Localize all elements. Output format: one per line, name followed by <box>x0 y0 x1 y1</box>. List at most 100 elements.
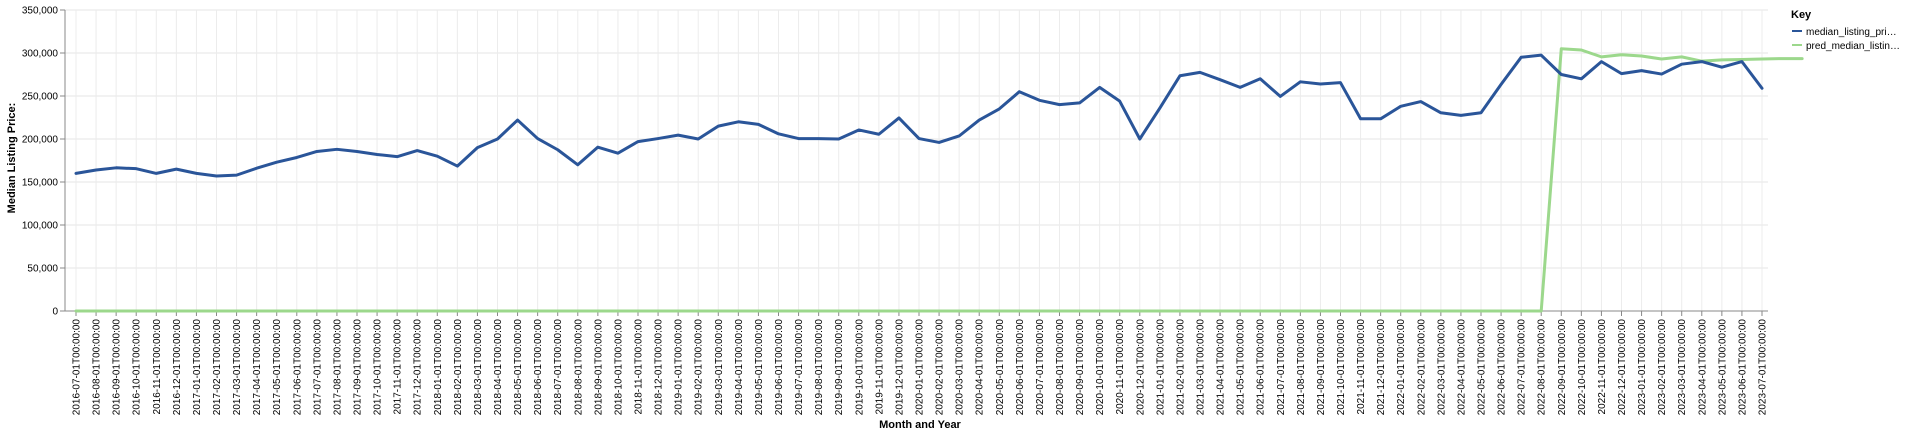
x-axis-title: Month and Year <box>879 419 961 431</box>
x-tick-label: 2022-04-01T00:00:00 <box>1456 319 1467 416</box>
x-tick-label: 2016-09-01T00:00:00 <box>112 319 123 416</box>
x-tick-label: 2020-03-01T00:00:00 <box>955 319 966 416</box>
series-lines <box>74 47 1804 313</box>
x-tick-label: 2022-10-01T00:00:00 <box>1577 319 1588 416</box>
x-tick-label: 2017-12-01T00:00:00 <box>413 319 424 416</box>
x-tick-label: 2021-12-01T00:00:00 <box>1376 319 1387 416</box>
x-tick-label: 2021-08-01T00:00:00 <box>1296 319 1307 416</box>
x-tick-label: 2022-03-01T00:00:00 <box>1436 319 1447 416</box>
x-tick-label: 2020-11-01T00:00:00 <box>1115 319 1126 415</box>
x-tick-label: 2022-09-01T00:00:00 <box>1557 319 1568 416</box>
y-tick-label: 50,000 <box>27 264 58 275</box>
x-tick-label: 2018-04-01T00:00:00 <box>493 319 504 416</box>
x-tick-label: 2018-05-01T00:00:00 <box>513 319 524 416</box>
x-tick-label: 2022-01-01T00:00:00 <box>1396 319 1407 416</box>
x-tick-label: 2018-07-01T00:00:00 <box>553 319 564 416</box>
x-tick-label: 2016-10-01T00:00:00 <box>132 319 143 416</box>
x-tick-label: 2021-04-01T00:00:00 <box>1216 319 1227 416</box>
x-tick-label: 2022-07-01T00:00:00 <box>1517 319 1528 416</box>
x-tick-label: 2017-01-01T00:00:00 <box>192 319 203 416</box>
x-tick-label: 2018-08-01T00:00:00 <box>573 319 584 416</box>
y-tick-label: 350,000 <box>22 6 59 17</box>
x-tick-label: 2017-06-01T00:00:00 <box>292 319 303 416</box>
x-tick-label: 2023-06-01T00:00:00 <box>1737 319 1748 416</box>
legend: Key median_listing_pri… pred_median_list… <box>1791 9 1900 52</box>
x-tick-label: 2017-10-01T00:00:00 <box>373 319 384 416</box>
x-tick-label: 2021-09-01T00:00:00 <box>1316 319 1327 416</box>
x-tick-label: 2017-04-01T00:00:00 <box>252 319 263 416</box>
x-tick-label: 2016-08-01T00:00:00 <box>92 319 103 416</box>
x-tick-label: 2018-11-01T00:00:00 <box>634 319 645 415</box>
x-tick-label: 2017-09-01T00:00:00 <box>353 319 364 416</box>
x-tick-label: 2020-09-01T00:00:00 <box>1075 319 1086 416</box>
legend-label-pred: pred_median_listin… <box>1806 41 1900 52</box>
x-tick-label: 2019-12-01T00:00:00 <box>894 319 905 416</box>
x-tick-label: 2021-05-01T00:00:00 <box>1236 319 1247 416</box>
y-tick-label: 200,000 <box>22 135 59 146</box>
x-tick-label: 2018-09-01T00:00:00 <box>593 319 604 416</box>
x-axis: 2016-07-01T00:00:00 2016-08-01T00:00:00 20… <box>65 310 1769 416</box>
x-tick-label: 2019-05-01T00:00:00 <box>754 319 765 416</box>
x-tick-label: 2017-11-01T00:00:00 <box>393 319 404 415</box>
x-tick-label: 2018-01-01T00:00:00 <box>433 319 444 416</box>
x-tick-label: 2020-07-01T00:00:00 <box>1035 319 1046 416</box>
x-tick-label: 2022-08-01T00:00:00 <box>1537 319 1548 416</box>
legend-label-median: median_listing_pri… <box>1806 27 1897 38</box>
y-tick-label: 300,000 <box>22 49 59 60</box>
series-line-median_listing_price <box>74 53 1764 178</box>
y-axis: 0 50,000 100,000 150,000 200,000 250,000 300,0… <box>22 6 66 318</box>
x-tick-label: 2021-01-01T00:00:00 <box>1155 319 1166 416</box>
x-tick-label: 2017-07-01T00:00:00 <box>312 319 323 416</box>
x-tick-label: 2021-10-01T00:00:00 <box>1336 319 1347 416</box>
x-tick-label: 2020-06-01T00:00:00 <box>1015 319 1026 416</box>
x-tick-label: 2020-08-01T00:00:00 <box>1055 319 1066 416</box>
x-tick-label: 2022-11-01T00:00:00 <box>1597 319 1608 415</box>
x-tick-label: 2018-06-01T00:00:00 <box>533 319 544 416</box>
x-tick-label: 2019-10-01T00:00:00 <box>854 319 865 416</box>
grid-lines <box>65 9 1768 312</box>
x-tick-label: 2023-04-01T00:00:00 <box>1697 319 1708 416</box>
x-tick-label: 2018-02-01T00:00:00 <box>453 319 464 416</box>
x-tick-label: 2023-02-01T00:00:00 <box>1657 319 1668 416</box>
y-tick-label: 150,000 <box>22 178 59 189</box>
x-tick-label: 2019-07-01T00:00:00 <box>794 319 805 416</box>
x-tick-label: 2020-05-01T00:00:00 <box>995 319 1006 416</box>
x-tick-label: 2020-01-01T00:00:00 <box>915 319 926 416</box>
x-tick-label: 2023-01-01T00:00:00 <box>1637 319 1648 416</box>
x-tick-label: 2022-02-01T00:00:00 <box>1416 319 1427 416</box>
x-tick-label: 2022-05-01T00:00:00 <box>1477 319 1488 416</box>
x-tick-label: 2020-04-01T00:00:00 <box>975 319 986 416</box>
x-tick-label: 2019-01-01T00:00:00 <box>674 319 685 416</box>
x-tick-label: 2016-11-01T00:00:00 <box>152 319 163 415</box>
x-tick-label: 2023-03-01T00:00:00 <box>1677 319 1688 416</box>
series-line-pred_median_listing_price <box>74 47 1804 313</box>
x-tick-label: 2019-09-01T00:00:00 <box>834 319 845 416</box>
x-tick-label: 2020-12-01T00:00:00 <box>1135 319 1146 416</box>
x-tick-label: 2018-03-01T00:00:00 <box>473 319 484 416</box>
x-tick-label: 2019-08-01T00:00:00 <box>814 319 825 416</box>
x-tick-label: 2019-03-01T00:00:00 <box>714 319 725 416</box>
x-tick-label: 2020-02-01T00:00:00 <box>935 319 946 416</box>
x-tick-label: 2021-11-01T00:00:00 <box>1356 319 1367 415</box>
x-tick-label: 2021-03-01T00:00:00 <box>1196 319 1207 416</box>
x-tick-label: 2019-11-01T00:00:00 <box>874 319 885 415</box>
y-tick-label: 0 <box>52 307 58 318</box>
x-tick-label: 2022-06-01T00:00:00 <box>1497 319 1508 416</box>
x-tick-label: 2021-02-01T00:00:00 <box>1175 319 1186 416</box>
y-axis-title: Median Listing Price: <box>6 103 18 214</box>
x-tick-label: 2017-08-01T00:00:00 <box>332 319 343 416</box>
y-tick-label: 100,000 <box>22 221 59 232</box>
x-tick-label: 2022-12-01T00:00:00 <box>1617 319 1628 416</box>
x-tick-label: 2017-05-01T00:00:00 <box>272 319 283 416</box>
x-tick-label: 2017-03-01T00:00:00 <box>232 319 243 416</box>
x-tick-label: 2019-02-01T00:00:00 <box>694 319 705 416</box>
x-tick-label: 2021-07-01T00:00:00 <box>1276 319 1287 416</box>
y-tick-label: 250,000 <box>22 92 59 103</box>
x-tick-label: 2017-02-01T00:00:00 <box>212 319 223 416</box>
x-tick-label: 2016-12-01T00:00:00 <box>172 319 183 416</box>
x-tick-label: 2023-07-01T00:00:00 <box>1758 319 1769 416</box>
x-tick-label: 2016-07-01T00:00:00 <box>72 319 83 416</box>
x-tick-label: 2019-04-01T00:00:00 <box>734 319 745 416</box>
x-tick-label: 2018-12-01T00:00:00 <box>654 319 665 416</box>
